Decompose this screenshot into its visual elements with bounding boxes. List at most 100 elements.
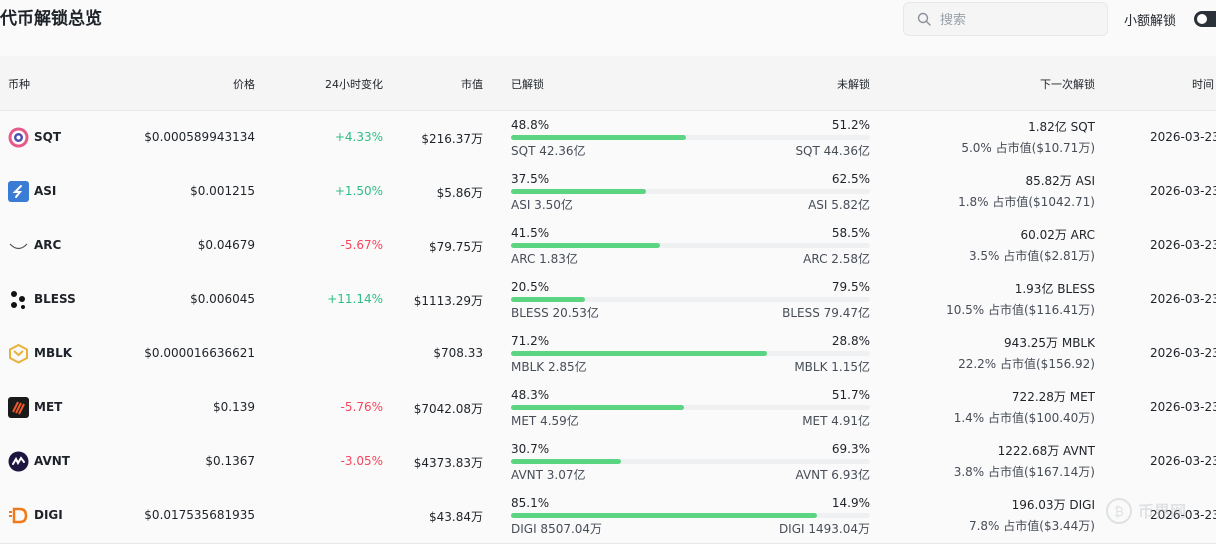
search-icon <box>917 12 931 26</box>
next-unlock-amount: 1.93亿 BLESS <box>1014 282 1095 296</box>
next-unlock-amount: 1222.68万 AVNT <box>997 444 1095 458</box>
market-cap: $216.37万 <box>421 132 483 146</box>
market-cap: $708.33 <box>433 346 483 360</box>
coin-price: $0.1367 <box>205 454 255 468</box>
unlocked-amount: MBLK 2.85亿 <box>511 360 587 374</box>
col-next-header[interactable]: 下一次解锁 <box>1040 78 1095 91</box>
locked-percent: 28.8% <box>831 334 870 348</box>
coin-symbol[interactable]: BLESS <box>34 292 76 306</box>
coin-price: $0.139 <box>213 400 255 414</box>
locked-amount: SQT 44.36亿 <box>795 144 870 158</box>
unlock-progress-fill <box>511 243 660 248</box>
unlocked-percent: 41.5% <box>511 226 550 240</box>
unlocked-percent: 85.1% <box>511 496 550 510</box>
next-unlock-amount: 60.02万 ARC <box>1020 228 1096 242</box>
table-row[interactable]: BLESS $0.006045 +11.14% $1113.29万 20.5% 79.5%… <box>0 273 1216 328</box>
unlocked-percent: 20.5% <box>511 280 550 294</box>
mblk-logo-icon <box>8 343 29 364</box>
unlocked-percent: 48.3% <box>511 388 550 402</box>
coin-price: $0.000016636621 <box>144 346 255 360</box>
svg-text:₿: ₿ <box>1114 505 1124 520</box>
table-row[interactable]: ARC $0.04679 -5.67% $79.75万 41.5% 58.5% ARC 1.… <box>0 219 1216 274</box>
table-row[interactable]: ASI $0.001215 +1.50% $5.86万 37.5% 62.5% ASI 3.… <box>0 165 1216 220</box>
table-row[interactable]: SQT $0.000589943134 +4.33% $216.37万 48.8% 51.… <box>0 111 1216 166</box>
unlocked-percent: 30.7% <box>511 442 550 456</box>
search-box[interactable] <box>903 2 1108 36</box>
next-unlock-share: 5.0% 占市值($10.71万) <box>961 141 1095 155</box>
price-change-24h: +11.14% <box>327 292 383 306</box>
next-unlock-share: 10.5% 占市值($116.41万) <box>946 303 1095 317</box>
coin-symbol[interactable]: SQT <box>34 130 62 144</box>
watermark-text: 币界网 <box>1138 502 1186 521</box>
locked-percent: 79.5% <box>831 280 870 294</box>
table-row[interactable]: DIGI $0.017535681935 $43.84万 85.1% 14.9% DIGI… <box>0 489 1216 544</box>
next-unlock-amount: 85.82万 ASI <box>1025 174 1095 188</box>
page-title: 代币解锁总览 <box>0 9 102 29</box>
market-cap: $4373.83万 <box>413 456 483 470</box>
col-mcap-header[interactable]: 市值 <box>461 78 483 91</box>
price-change-24h: +4.33% <box>334 130 383 144</box>
table-row[interactable]: MBLK $0.000016636621 $708.33 71.2% 28.8% MBLK… <box>0 327 1216 382</box>
col-change-header[interactable]: 24小时变化 <box>325 78 383 91</box>
search-input[interactable] <box>938 9 1102 31</box>
avnt-logo-icon <box>8 451 29 472</box>
table-header: 币种 价格 24小时变化 市值 已解锁 未解锁 下一次解锁 时间 <box>0 56 1216 111</box>
coin-price: $0.006045 <box>190 292 255 306</box>
unlocked-amount: MET 4.59亿 <box>511 414 579 428</box>
unlocked-amount: BLESS 20.53亿 <box>511 306 599 320</box>
unlocked-percent: 71.2% <box>511 334 550 348</box>
next-unlock-time: 2026-03-23 <box>1150 400 1216 414</box>
col-unlocked-header[interactable]: 已解锁 <box>511 78 544 91</box>
locked-amount: AVNT 6.93亿 <box>795 468 871 482</box>
sqt-logo-icon <box>8 127 29 148</box>
unlock-progress-fill <box>511 351 767 356</box>
locked-percent: 14.9% <box>831 496 870 510</box>
coin-symbol[interactable]: MBLK <box>34 346 73 360</box>
price-change-24h: -3.05% <box>340 454 383 468</box>
unlock-progress-fill <box>511 405 685 410</box>
unlock-progress-bar <box>511 297 870 302</box>
unlock-progress-fill <box>511 135 687 140</box>
unlock-progress-fill <box>511 297 585 302</box>
next-unlock-amount: 943.25万 MBLK <box>1004 336 1095 350</box>
next-unlock-share: 3.8% 占市值($167.14万) <box>953 465 1095 479</box>
next-unlock-amount: 196.03万 DIGI <box>1011 498 1095 512</box>
col-coin-header[interactable]: 币种 <box>8 78 30 91</box>
next-unlock-share: 22.2% 占市值($156.92) <box>958 357 1095 371</box>
unlock-progress-bar <box>511 135 870 140</box>
coin-symbol[interactable]: AVNT <box>34 454 70 468</box>
next-unlock-share: 1.4% 占市值($100.40万) <box>953 411 1095 425</box>
unlock-progress-bar <box>511 351 870 356</box>
digi-logo-icon <box>8 505 29 526</box>
next-unlock-time: 2026-03-23 <box>1150 184 1216 198</box>
unlocked-amount: AVNT 3.07亿 <box>511 468 586 482</box>
col-time-header[interactable]: 时间 <box>1192 78 1214 91</box>
next-unlock-amount: 1.82亿 SQT <box>1028 120 1095 134</box>
col-price-header[interactable]: 价格 <box>233 78 255 91</box>
locked-amount: ARC 2.58亿 <box>803 252 870 266</box>
met-logo-icon <box>8 397 29 418</box>
price-change-24h: -5.67% <box>340 238 383 252</box>
next-unlock-share: 7.8% 占市值($3.44万) <box>968 519 1095 533</box>
coin-symbol[interactable]: ASI <box>34 184 57 198</box>
col-locked-header[interactable]: 未解锁 <box>837 78 870 91</box>
coin-symbol[interactable]: MET <box>34 400 63 414</box>
unlocked-amount: SQT 42.36亿 <box>511 144 586 158</box>
next-unlock-share: 1.8% 占市值($1042.71) <box>958 195 1095 209</box>
unlock-progress-fill <box>511 513 817 518</box>
coin-symbol[interactable]: DIGI <box>34 508 63 522</box>
unlock-progress-fill <box>511 189 646 194</box>
unlock-progress-bar <box>511 405 870 410</box>
locked-percent: 69.3% <box>831 442 870 456</box>
coin-price: $0.000589943134 <box>144 130 255 144</box>
small-unlock-toggle[interactable] <box>1194 11 1216 27</box>
market-cap: $1113.29万 <box>413 294 483 308</box>
table-row[interactable]: AVNT $0.1367 -3.05% $4373.83万 30.7% 69.3% AVNT… <box>0 435 1216 490</box>
locked-percent: 51.2% <box>831 118 870 132</box>
arc-logo-icon <box>8 235 29 256</box>
small-unlock-toggle-label: 小额解锁 <box>1124 14 1177 29</box>
next-unlock-amount: 722.28万 MET <box>1011 390 1095 404</box>
bless-logo-icon <box>8 289 29 310</box>
coin-symbol[interactable]: ARC <box>34 238 62 252</box>
table-row[interactable]: MET $0.139 -5.76% $7042.08万 48.3% 51.7% MET 4.… <box>0 381 1216 436</box>
